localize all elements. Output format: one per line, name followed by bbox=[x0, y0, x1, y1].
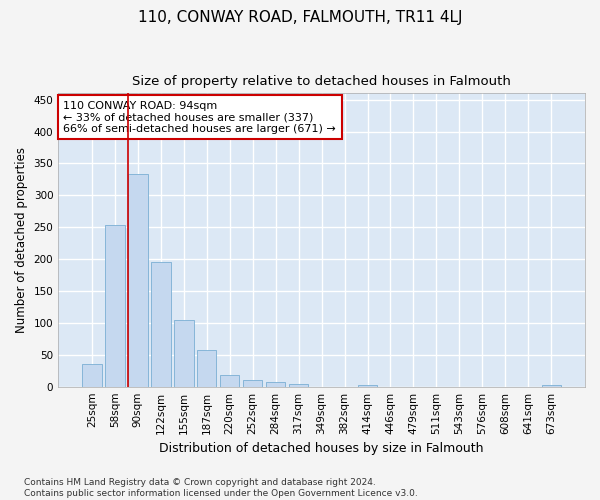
Bar bbox=[266, 382, 286, 386]
X-axis label: Distribution of detached houses by size in Falmouth: Distribution of detached houses by size … bbox=[160, 442, 484, 455]
Bar bbox=[220, 375, 239, 386]
Bar bbox=[105, 226, 125, 386]
Bar bbox=[197, 350, 217, 386]
Bar bbox=[174, 320, 194, 386]
Y-axis label: Number of detached properties: Number of detached properties bbox=[15, 147, 28, 333]
Bar bbox=[82, 364, 101, 386]
Text: 110 CONWAY ROAD: 94sqm
← 33% of detached houses are smaller (337)
66% of semi-de: 110 CONWAY ROAD: 94sqm ← 33% of detached… bbox=[64, 100, 336, 134]
Bar bbox=[243, 380, 262, 386]
Title: Size of property relative to detached houses in Falmouth: Size of property relative to detached ho… bbox=[132, 75, 511, 88]
Bar bbox=[151, 262, 170, 386]
Bar bbox=[542, 385, 561, 386]
Bar bbox=[128, 174, 148, 386]
Bar bbox=[289, 384, 308, 386]
Bar bbox=[358, 385, 377, 386]
Text: 110, CONWAY ROAD, FALMOUTH, TR11 4LJ: 110, CONWAY ROAD, FALMOUTH, TR11 4LJ bbox=[138, 10, 462, 25]
Text: Contains HM Land Registry data © Crown copyright and database right 2024.
Contai: Contains HM Land Registry data © Crown c… bbox=[24, 478, 418, 498]
